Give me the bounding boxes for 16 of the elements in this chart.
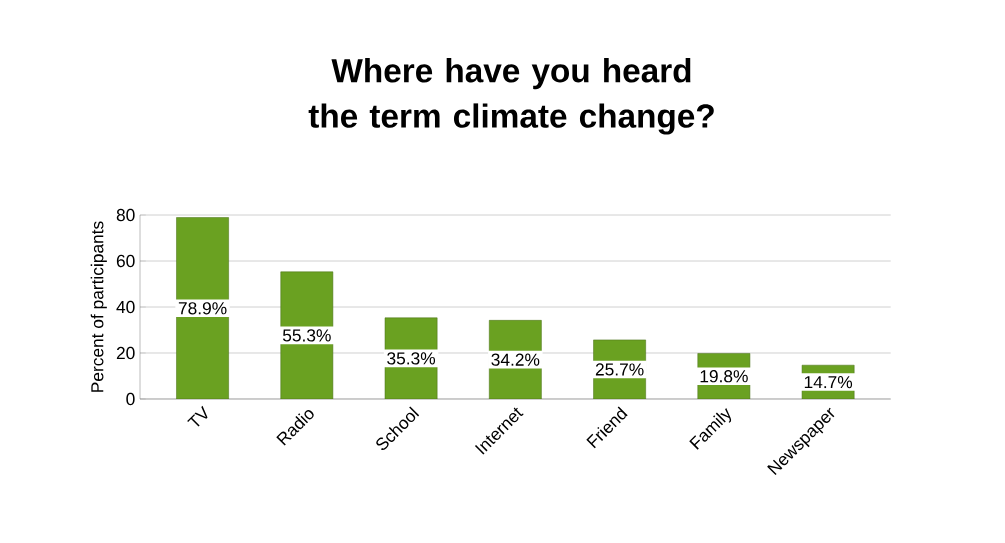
bar [176, 217, 229, 399]
data-label: 78.9% [178, 302, 227, 315]
y-tick-label: 0 [126, 392, 135, 406]
data-label: 19.8% [700, 370, 748, 383]
y-axis-title: Percent of participants [90, 221, 107, 392]
data-label: 14.7% [804, 376, 853, 389]
data-label: 25.7% [595, 363, 644, 376]
y-tick-label: 20 [116, 346, 135, 360]
data-label: 34.2% [491, 353, 540, 366]
data-label: 55.3% [282, 329, 331, 342]
x-tick-label: TV [187, 405, 208, 427]
y-tick-label: 40 [116, 300, 135, 314]
data-label: 35.3% [387, 352, 436, 365]
y-tick-label: 60 [116, 254, 135, 268]
y-tick-label: 80 [116, 208, 135, 222]
chart-title: Where have you heard the term climate change? [308, 58, 714, 135]
